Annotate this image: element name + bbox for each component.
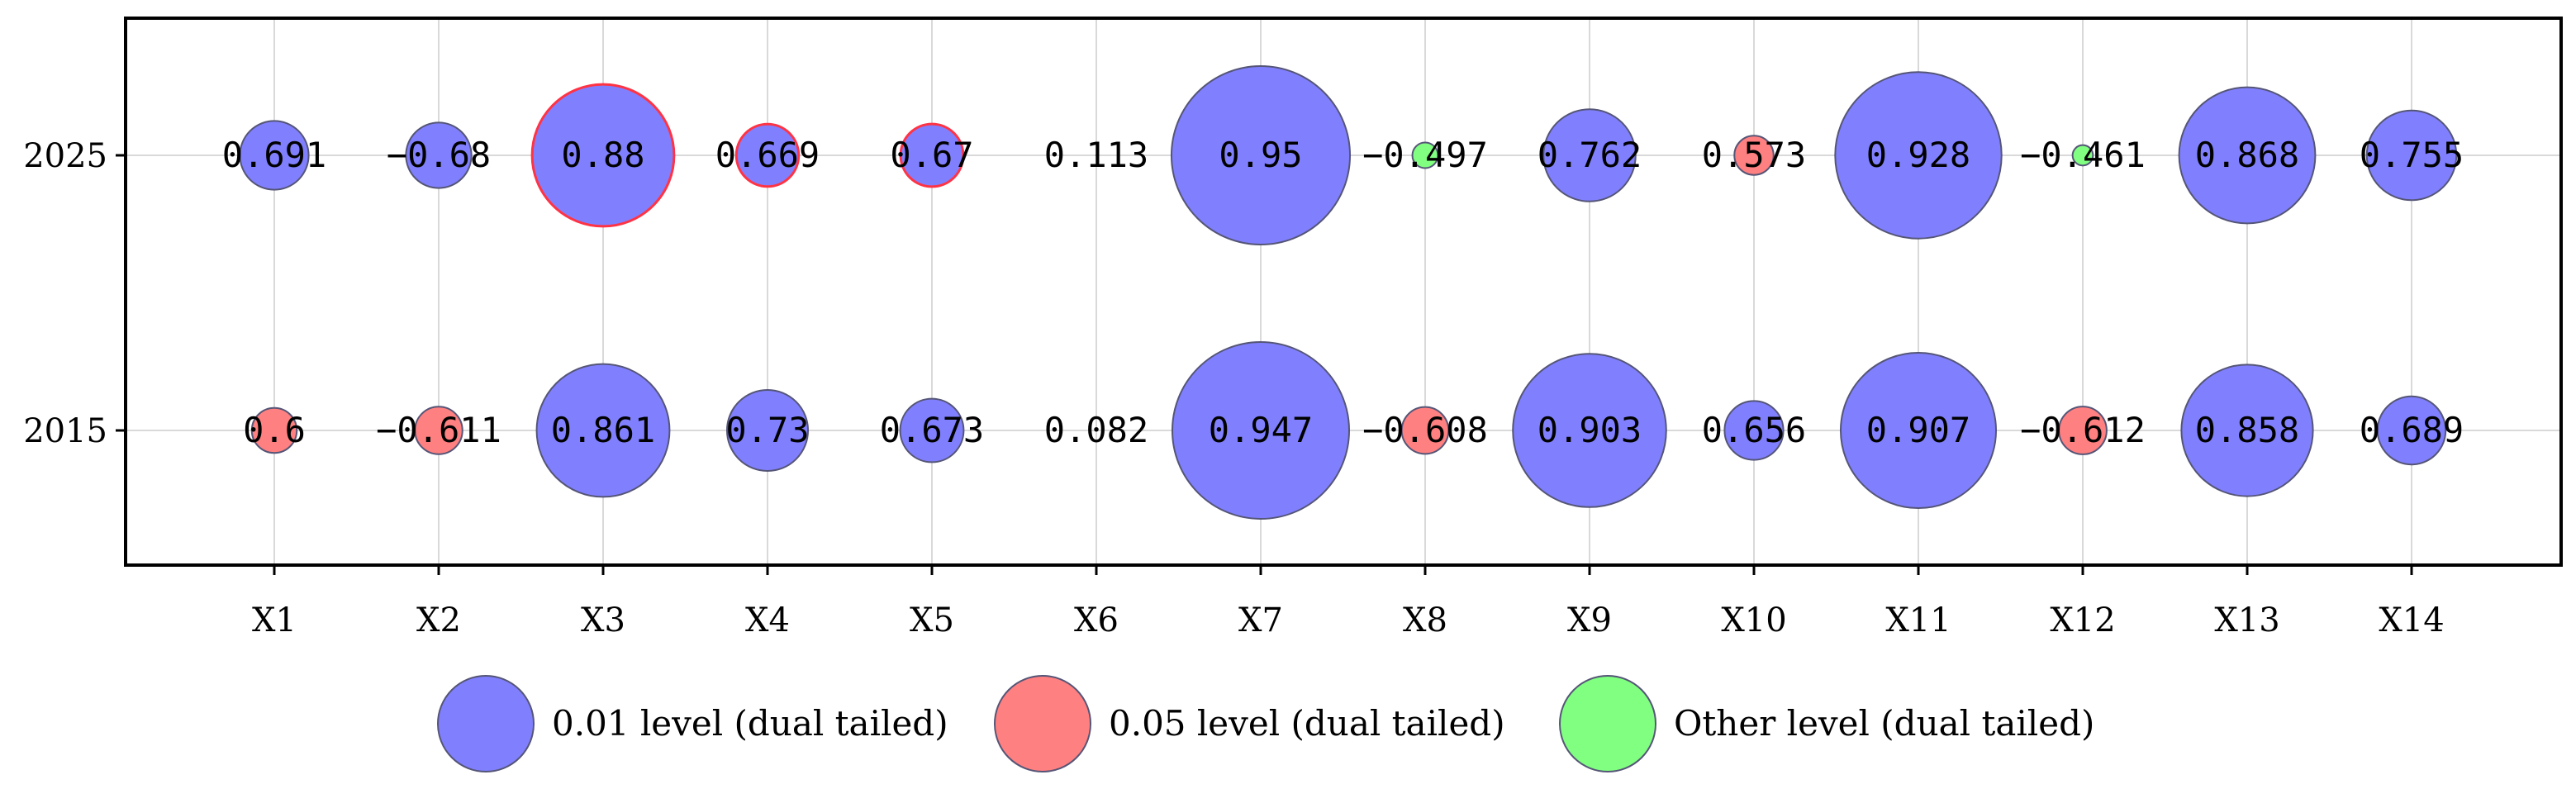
bubble <box>2365 109 2458 202</box>
bubble <box>1170 64 1352 246</box>
bubble <box>2178 86 2317 225</box>
legend-swatch <box>1559 675 1656 772</box>
x-tick-label: X13 <box>2214 601 2279 639</box>
bubble <box>1400 406 1450 455</box>
legend-label: 0.01 level (dual tailed) <box>552 703 948 744</box>
bubble <box>2058 406 2108 455</box>
bubble-value-label: 0.88 <box>561 135 644 175</box>
y-tick-label: 2025 <box>23 137 107 175</box>
x-tick-label: X10 <box>1721 601 1786 639</box>
bubble-value-label: 0.082 <box>1044 410 1148 450</box>
bubble <box>2071 144 2094 167</box>
bubble <box>1733 135 1775 176</box>
legend-label: Other level (dual tailed) <box>1674 703 2094 744</box>
x-tick-label: X8 <box>1403 601 1447 639</box>
bubble-value-label: 0.858 <box>2195 410 2299 450</box>
x-axis: X1 X2 X3 X4 X5 X6 X7 X8 X9 X10 X11 X12 X13 X14 <box>252 565 2445 639</box>
bubble <box>239 120 310 191</box>
x-tick-label: X2 <box>416 601 461 639</box>
x-tick-label: X7 <box>1238 601 1283 639</box>
bubble-value-label: −0.68 <box>387 135 491 175</box>
bubble <box>2180 364 2314 497</box>
bubble <box>1542 108 1637 202</box>
bubble <box>1411 141 1439 169</box>
bubble-value-label: 0.95 <box>1219 135 1302 175</box>
bubble-value-label: 0.113 <box>1044 135 1148 175</box>
y-tick-label: 2015 <box>23 412 107 450</box>
legend-label: 0.05 level (dual tailed) <box>1109 703 1505 744</box>
bubble-value-label: −0.612 <box>2020 410 2146 450</box>
x-tick-label: X9 <box>1567 601 1612 639</box>
legend-swatch <box>994 675 1091 772</box>
bubble-value-label: −0.461 <box>2020 135 2146 175</box>
bubble-value-label: 0.907 <box>1866 410 1970 450</box>
x-tick-label: X14 <box>2379 601 2444 639</box>
y-axis: 2025 2015 <box>23 137 126 450</box>
bubble-layer <box>239 64 2458 520</box>
bubble-value-label: 0.928 <box>1866 135 1970 175</box>
data-label-layer: 0.691 −0.68 0.88 0.669 0.67 0.113 0.95 −0.497 0.… <box>222 135 2464 450</box>
bubble-value-label: 0.762 <box>1538 135 1642 175</box>
x-tick-label: X12 <box>2050 601 2115 639</box>
bubble <box>405 121 473 189</box>
grid-lines <box>126 18 2561 565</box>
bubble-value-label: 0.903 <box>1538 410 1642 450</box>
x-tick-label: X11 <box>1885 601 1951 639</box>
x-tick-label: X5 <box>910 601 954 639</box>
bubble <box>899 122 965 188</box>
bubble-value-label: 0.656 <box>1702 410 1806 450</box>
x-tick-label: X4 <box>745 601 790 639</box>
bubble-value-label: 0.689 <box>2360 410 2464 450</box>
bubble <box>1171 340 1351 520</box>
bubble <box>734 122 801 188</box>
x-tick-label: X1 <box>252 601 297 639</box>
bubble-value-label: −0.611 <box>376 410 501 450</box>
bubble <box>530 83 676 228</box>
bubble-value-label: 0.573 <box>1702 135 1806 175</box>
bubble <box>1723 400 1785 461</box>
bubble <box>1834 71 2003 240</box>
bubble <box>725 388 810 473</box>
bubble-value-label: 0.947 <box>1209 410 1313 450</box>
x-tick-label: X3 <box>581 601 625 639</box>
bubble-value-label: −0.497 <box>1362 135 1488 175</box>
bubble-value-label: 0.868 <box>2195 135 2299 175</box>
bubble-value-label: 0.669 <box>715 135 820 175</box>
bubble <box>1839 351 1998 510</box>
bubble-value-label: 0.6 <box>243 410 306 450</box>
bubble-value-label: 0.67 <box>890 135 973 175</box>
bubble-value-label: 0.73 <box>725 410 809 450</box>
bubble <box>535 363 671 498</box>
x-tick-label: X6 <box>1074 601 1119 639</box>
bubble <box>250 406 298 454</box>
bubble-value-label: 0.755 <box>2360 135 2464 175</box>
bubble <box>899 397 965 463</box>
bubble-value-label: 0.691 <box>222 135 326 175</box>
bubble <box>1512 353 1667 508</box>
bubble-value-label: 0.673 <box>880 410 984 450</box>
bubble <box>414 406 463 455</box>
bubble <box>2376 395 2447 466</box>
legend: 0.01 level (dual tailed) 0.05 level (dual… <box>437 675 2094 772</box>
legend-swatch <box>437 675 535 772</box>
plot-frame <box>124 17 2563 567</box>
bubble-value-label: 0.861 <box>551 410 655 450</box>
bubble-value-label: −0.608 <box>1362 410 1488 450</box>
